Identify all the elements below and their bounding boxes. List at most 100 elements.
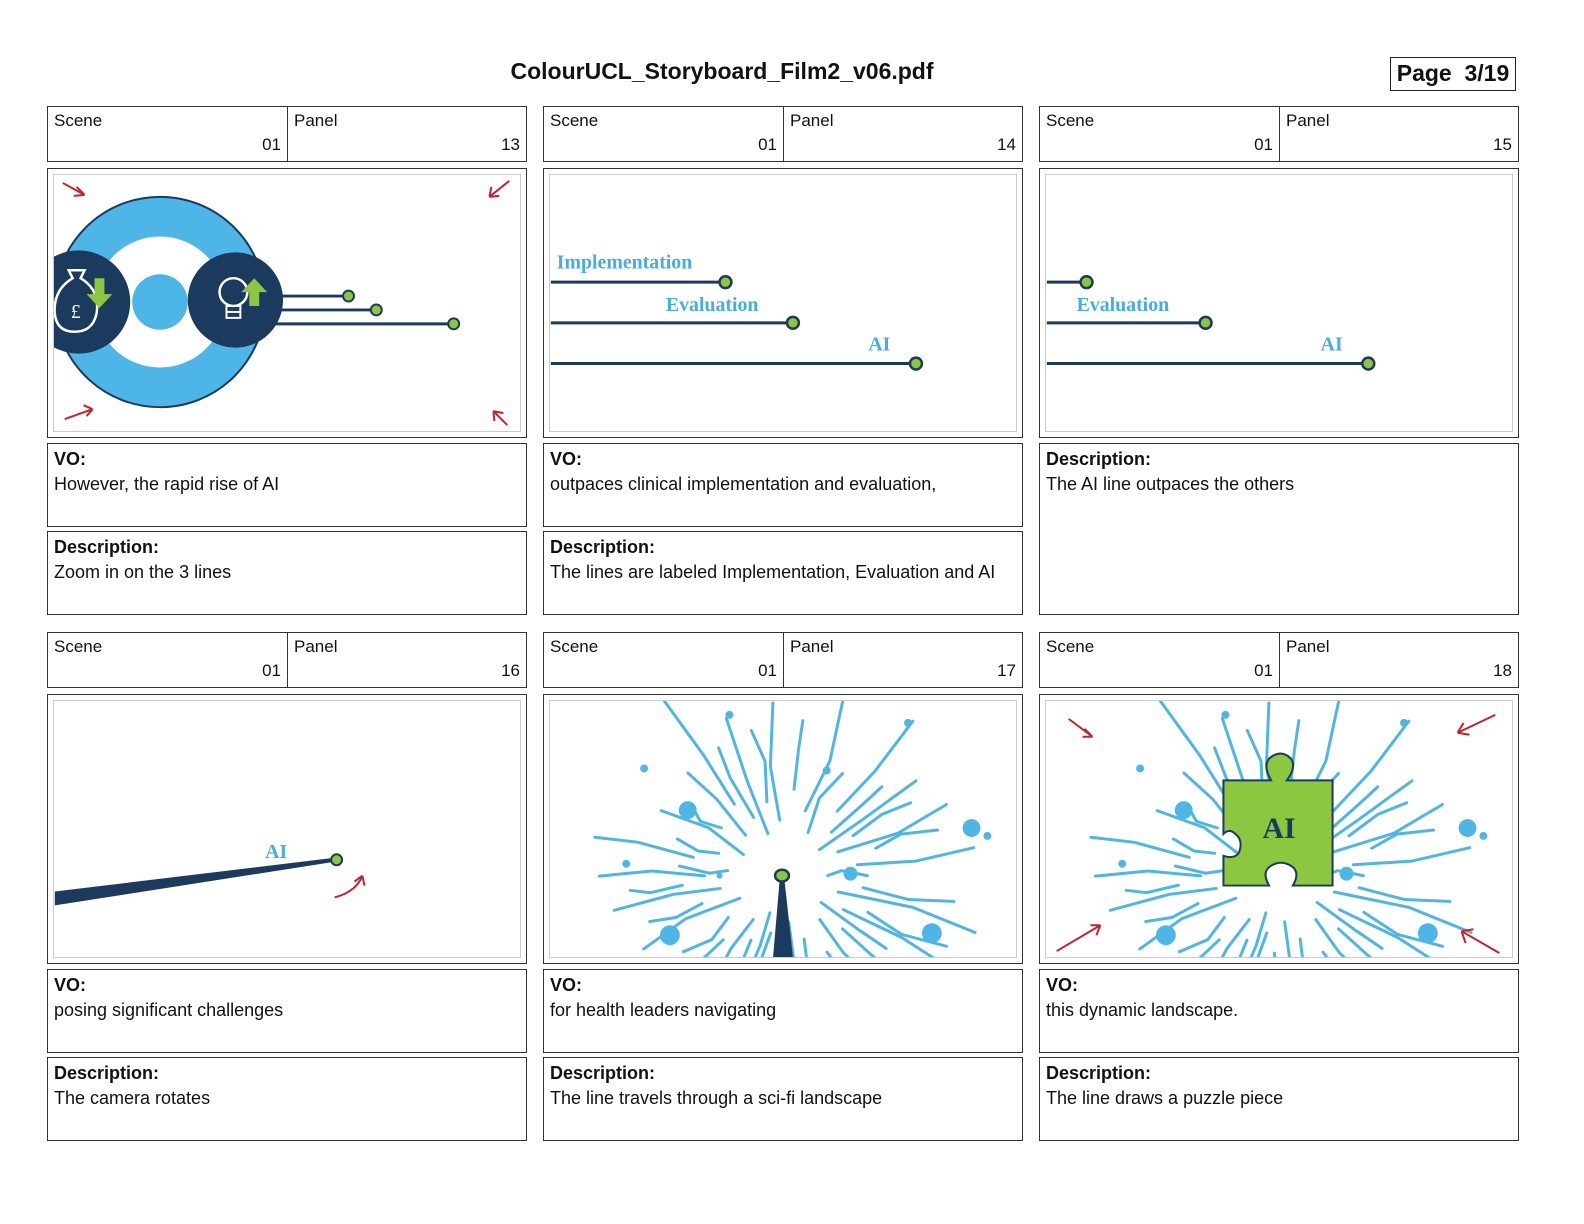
arrow-down-icon bbox=[86, 278, 113, 308]
burst-streak bbox=[1155, 809, 1241, 857]
description-text: The line draws a puzzle piece bbox=[1046, 1088, 1284, 1108]
burst-streak bbox=[1173, 864, 1226, 875]
burst-streak bbox=[753, 911, 772, 957]
burst-streak bbox=[686, 771, 748, 837]
vo-text: this dynamic landscape. bbox=[1046, 1000, 1239, 1020]
description-label: Description: bbox=[54, 537, 160, 557]
panel-number: 17 bbox=[997, 661, 1016, 680]
frame-illustration: AI bbox=[1056, 701, 1500, 957]
burst-streak bbox=[749, 728, 769, 804]
document-title: ColourUCL_Storyboard_Film2_v06.pdf bbox=[510, 58, 934, 84]
burst-streak bbox=[792, 719, 805, 791]
burst-streak bbox=[1171, 837, 1217, 855]
panel-label: Panel bbox=[294, 111, 338, 130]
vo-text: posing significant challenges bbox=[54, 1000, 284, 1020]
vo-label: VO: bbox=[54, 975, 87, 995]
evaluation-label: Evaluation bbox=[1077, 294, 1170, 316]
scene-label: Scene bbox=[54, 111, 103, 130]
burst-streak bbox=[1314, 918, 1346, 957]
line-2-end bbox=[369, 303, 383, 317]
burst-streak bbox=[829, 785, 884, 834]
burst-streak bbox=[675, 837, 721, 855]
burst-streak bbox=[806, 772, 844, 835]
ai-end bbox=[330, 853, 344, 867]
burst-streak bbox=[1332, 803, 1444, 854]
scene-number: 01 bbox=[262, 135, 281, 154]
panel-cell: Panel 15 bbox=[1279, 107, 1518, 161]
burst-streak bbox=[1093, 869, 1203, 878]
panel-cell: Panel 13 bbox=[287, 107, 526, 161]
ai-label: AI bbox=[1321, 334, 1343, 356]
description-label: Description: bbox=[54, 1063, 160, 1083]
line-3-end bbox=[447, 317, 461, 331]
burst-streak bbox=[677, 864, 730, 875]
description-box: Description: The line draws a puzzle pie… bbox=[1039, 1057, 1519, 1141]
burst-streak bbox=[1158, 701, 1232, 806]
red-arrow-bottom-left bbox=[1056, 924, 1102, 952]
panel-frame: AI bbox=[1039, 694, 1519, 964]
burst-streak bbox=[1108, 886, 1218, 912]
burst-streak bbox=[836, 890, 977, 934]
burst-streak bbox=[802, 937, 808, 957]
scene-cell: Scene 01 bbox=[544, 633, 783, 687]
description-text: The lines are labeled Implementation, Ev… bbox=[550, 562, 996, 582]
burst-streak bbox=[662, 701, 736, 806]
description-text: The AI line outpaces the others bbox=[1046, 474, 1295, 494]
burst-streak bbox=[659, 809, 745, 857]
burst-streak bbox=[702, 938, 725, 957]
panel-cell: Panel 18 bbox=[1279, 633, 1518, 687]
description-box: Description: The lines are labeled Imple… bbox=[543, 531, 1023, 615]
vo-box: VO: outpaces clinical implementation and… bbox=[543, 443, 1023, 527]
red-rotate-arrow bbox=[334, 874, 366, 899]
burst-streak bbox=[787, 920, 795, 957]
burst-streak bbox=[1238, 938, 1249, 957]
scifi-dots bbox=[622, 710, 992, 946]
panel-header: Scene 01 Panel 18 bbox=[1039, 632, 1519, 688]
burst-streak bbox=[851, 801, 913, 838]
frame-artwork: Evaluation AI bbox=[1045, 174, 1513, 432]
burst-streak bbox=[1272, 951, 1277, 957]
ai-line-vanishing bbox=[773, 875, 793, 957]
vo-box: VO: posing significant challenges bbox=[47, 969, 527, 1053]
panel-cell: Panel 16 bbox=[287, 633, 526, 687]
red-arrow-bottom-right bbox=[492, 410, 508, 426]
burst-streak bbox=[874, 828, 940, 850]
burst-streak bbox=[861, 886, 956, 903]
burst-streak bbox=[1347, 801, 1409, 838]
burst-streak bbox=[1298, 937, 1304, 957]
burst-streak bbox=[825, 950, 833, 957]
ai-end bbox=[1361, 356, 1376, 371]
burst-streak bbox=[1337, 908, 1431, 957]
panel-number: 14 bbox=[997, 135, 1016, 154]
scene-number: 01 bbox=[758, 661, 777, 680]
frame-artwork: £ bbox=[53, 174, 521, 432]
description-box: Description: The AI line outpaces the ot… bbox=[1039, 443, 1519, 615]
burst-streak bbox=[1288, 719, 1301, 791]
description-text: The camera rotates bbox=[54, 1088, 211, 1108]
ai-label: AI bbox=[265, 841, 287, 863]
frame-illustration: Evaluation AI bbox=[1046, 274, 1376, 371]
burst-streak bbox=[742, 938, 753, 957]
burst-streak bbox=[819, 901, 888, 950]
burst-streak bbox=[768, 701, 782, 822]
red-arrow-top-left bbox=[1068, 718, 1094, 738]
burst-streak bbox=[1321, 950, 1329, 957]
arrow-up-icon bbox=[241, 278, 268, 306]
scifi-dots bbox=[1118, 710, 1488, 946]
burst-streak bbox=[840, 927, 876, 957]
frame-illustration: £ bbox=[54, 180, 510, 426]
vo-label: VO: bbox=[550, 449, 583, 469]
burst-streak bbox=[1325, 785, 1380, 834]
scene-number: 01 bbox=[262, 661, 281, 680]
evaluation-end bbox=[1198, 315, 1213, 331]
description-label: Description: bbox=[1046, 449, 1152, 469]
burst-streak bbox=[1332, 890, 1473, 934]
burst-streak bbox=[612, 886, 722, 912]
burst-streak bbox=[841, 908, 935, 957]
vo-text: for health leaders navigating bbox=[550, 1000, 777, 1020]
burst-streak bbox=[760, 931, 773, 957]
scene-label: Scene bbox=[1046, 111, 1095, 130]
frame-artwork bbox=[549, 700, 1017, 958]
burst-streak bbox=[648, 902, 704, 924]
burst-streak bbox=[1315, 901, 1384, 950]
